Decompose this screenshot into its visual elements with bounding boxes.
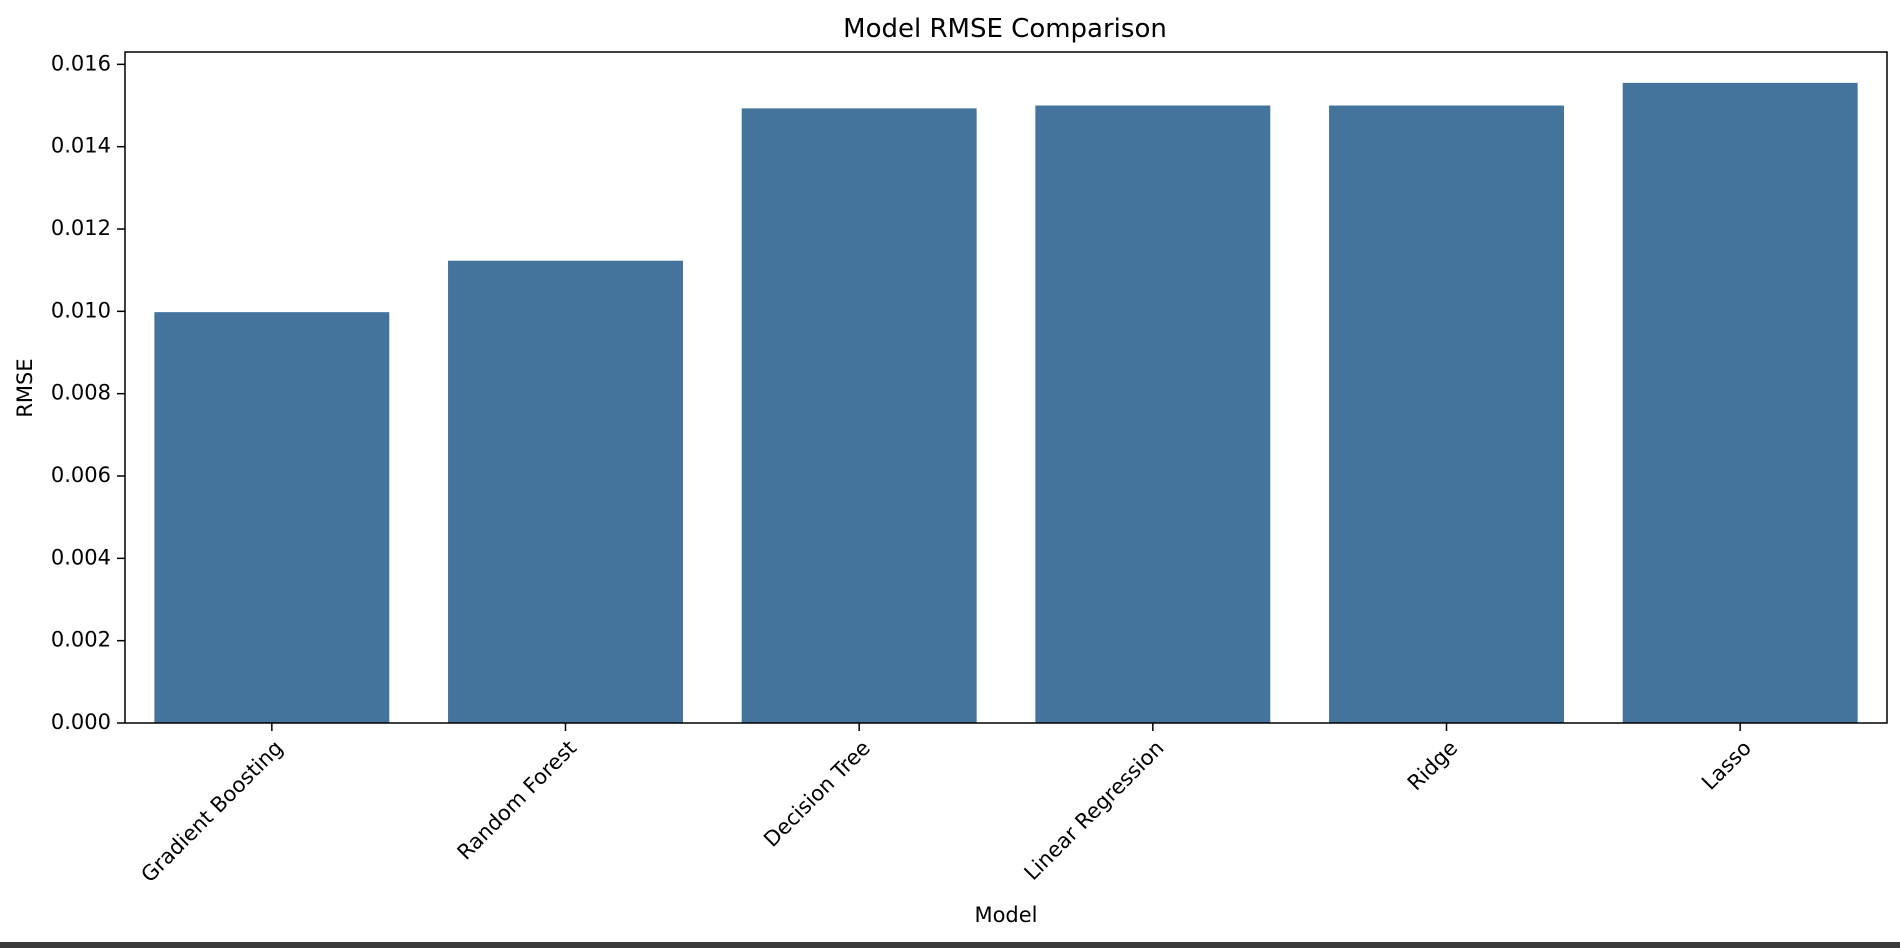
y-tick-label: 0.014 [51,134,111,158]
x-axis: Gradient Boosting Random Forest Decision T… [136,723,1756,887]
bar-linear-regression [1035,105,1271,724]
bottom-border [0,942,1900,948]
x-axis-label: Model [974,903,1037,927]
y-tick-label: 0.006 [51,463,111,487]
y-tick-label: 0.000 [51,710,111,734]
y-tick-label: 0.016 [51,51,111,75]
bar-ridge [1329,105,1564,724]
bar-gradient-boosting [154,312,390,723]
chart-title: Model RMSE Comparison [843,14,1167,44]
x-tick-label: Gradient Boosting [136,736,287,887]
bar-lasso [1622,82,1858,724]
bar-random-forest [448,260,683,723]
plot-frame [124,51,1888,724]
x-tick-label: Decision Tree [759,736,875,852]
y-tick-label: 0.002 [51,628,111,652]
x-tick-label: Random Forest [453,736,582,865]
x-tick-label: Lasso [1697,736,1756,795]
y-axis-label: RMSE [13,358,37,417]
x-tick-label: Ridge [1403,736,1462,795]
y-axis: 0.000 0.002 0.004 0.006 0.008 0.010 0.012 0.014… [51,51,125,734]
y-tick-label: 0.010 [51,298,111,322]
y-tick-label: 0.008 [51,381,111,405]
y-tick-label: 0.004 [51,545,111,569]
bar-decision-tree [741,108,977,724]
y-tick-label: 0.012 [51,216,111,240]
x-tick-label: Linear Regression [1020,736,1169,885]
bars-layer [154,82,1858,724]
